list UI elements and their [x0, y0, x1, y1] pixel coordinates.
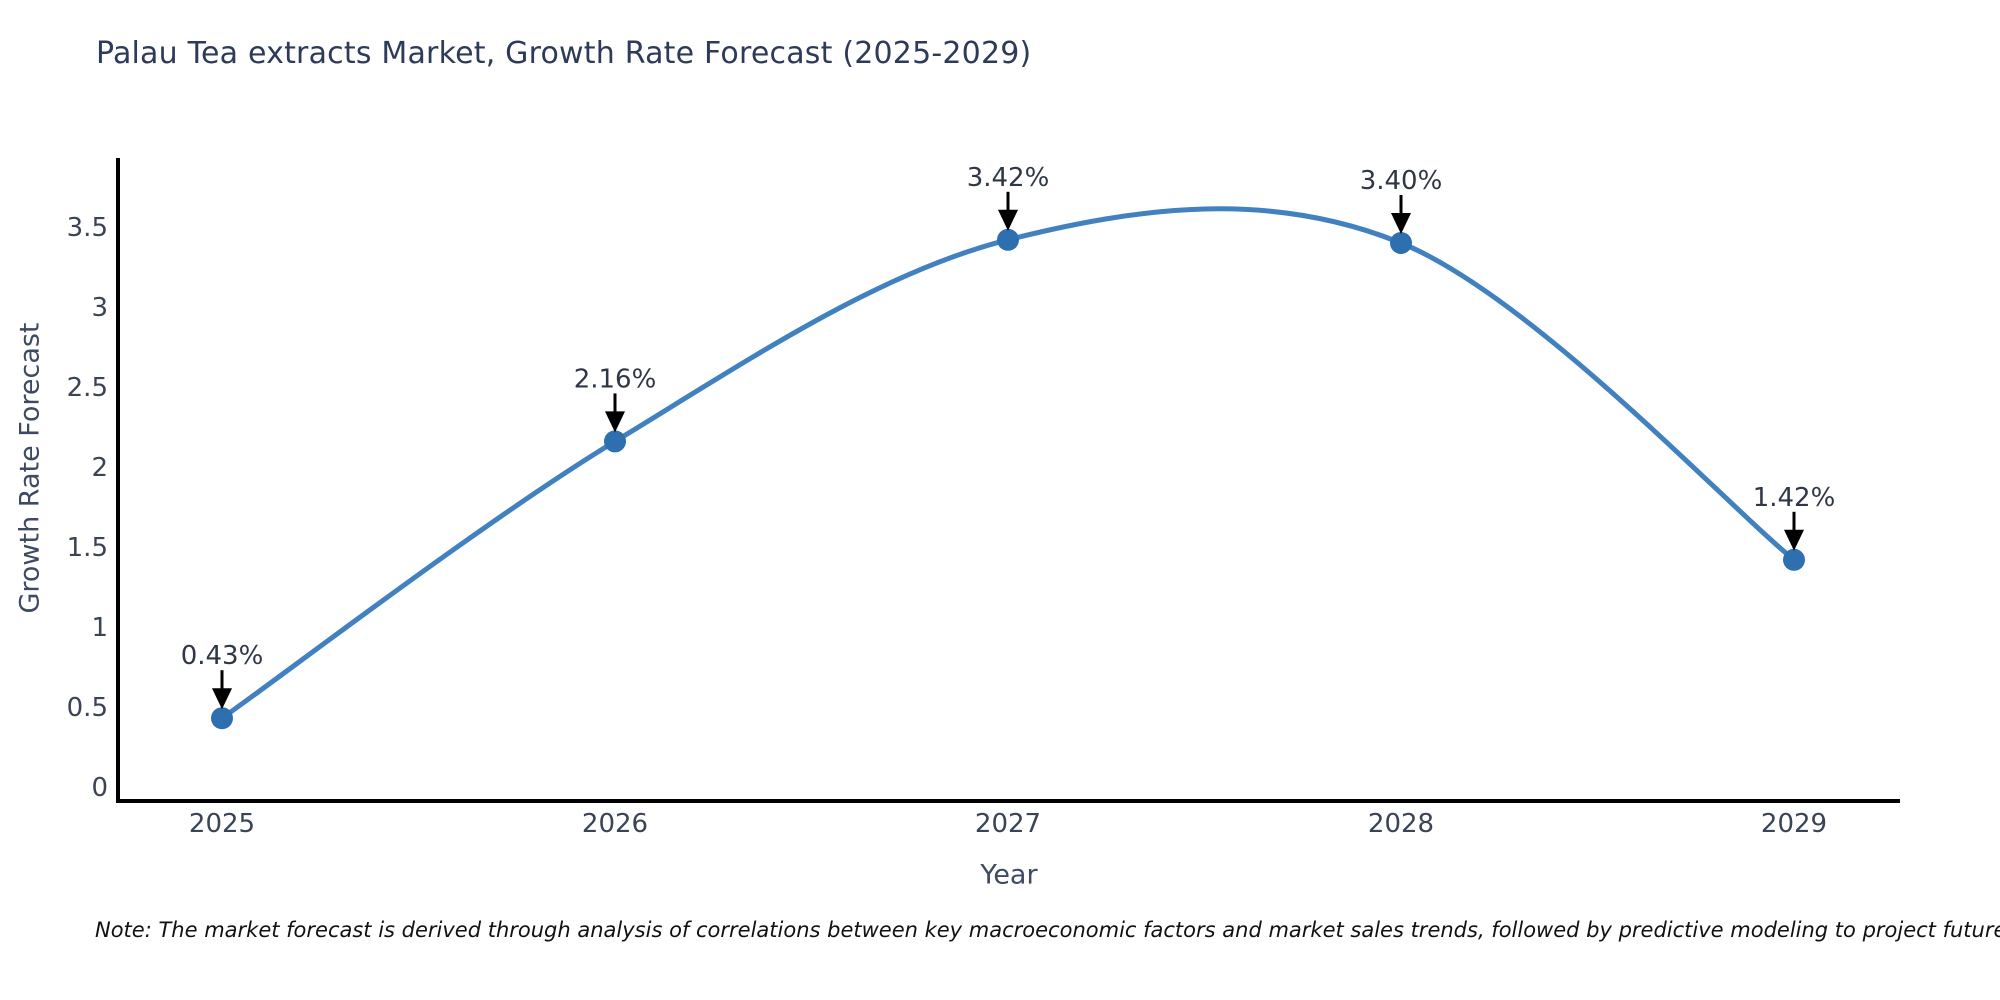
annotation-value-label: 1.42% [1753, 483, 1836, 513]
annotation-arrowhead [605, 411, 625, 433]
y-tick-label: 2 [91, 453, 108, 483]
y-tick-label: 2.5 [67, 373, 108, 403]
y-axis-title: Growth Rate Forecast [14, 322, 46, 614]
data-point-2026 [604, 430, 626, 453]
growth-rate-line [219, 206, 1797, 721]
data-point-2029 [1783, 548, 1805, 571]
x-tick-label: 2029 [1761, 809, 1827, 839]
chart-title: Palau Tea extracts Market, Growth Rate F… [96, 36, 1032, 71]
data-point-2028 [1390, 232, 1412, 254]
annotation-arrowhead [212, 688, 232, 710]
x-tick-label: 2027 [975, 809, 1041, 839]
data-point-2025 [211, 707, 233, 730]
annotation-value-label: 3.40% [1360, 166, 1443, 196]
y-tick-label: 3 [91, 293, 108, 323]
x-tick-label: 2026 [582, 809, 648, 839]
x-axis-title: Year [980, 859, 1038, 891]
data-point-2027 [997, 228, 1019, 251]
annotation-value-label: 3.42% [967, 163, 1050, 193]
y-tick-label: 1 [91, 613, 108, 643]
x-tick-label: 2028 [1368, 809, 1434, 839]
y-tick-label: 1.5 [67, 533, 108, 563]
footnote: Note: The market forecast is derived thr… [95, 918, 2000, 942]
annotation-arrowhead [1784, 529, 1804, 551]
y-tick-label: 0.5 [67, 693, 108, 723]
annotation-value-label: 2.16% [574, 364, 657, 394]
x-tick-label: 2025 [189, 809, 255, 839]
annotation-arrowhead [998, 209, 1018, 231]
annotation-value-label: 0.43% [181, 641, 264, 671]
y-tick-label: 3.5 [67, 213, 108, 243]
y-tick-label: 0 [91, 773, 108, 803]
annotation-arrowhead [1391, 213, 1411, 234]
